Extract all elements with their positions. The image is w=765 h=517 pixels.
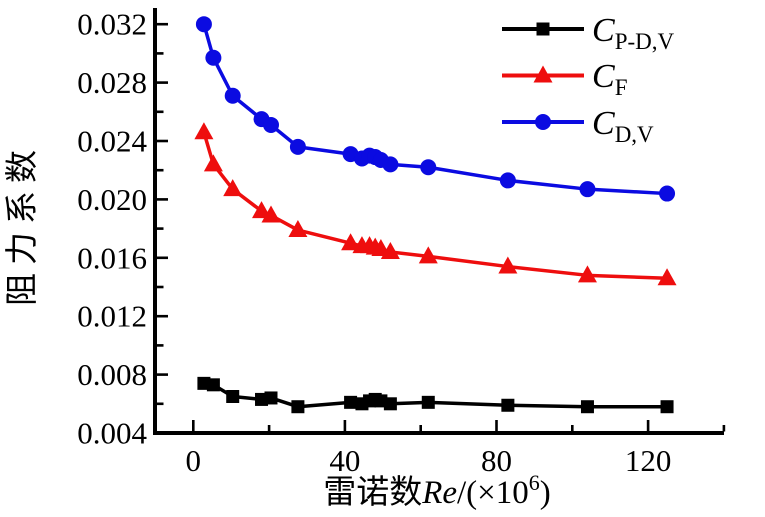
legend-entry-cpdv: CP-D,V bbox=[502, 12, 674, 54]
square-marker bbox=[421, 395, 435, 409]
y-tick-label: 0.020 bbox=[77, 182, 147, 217]
y-tick-label: 0.028 bbox=[77, 65, 147, 100]
square-marker bbox=[536, 22, 550, 36]
circle-marker bbox=[579, 181, 596, 198]
square-marker bbox=[501, 398, 515, 412]
y-tick-label: 0.012 bbox=[77, 299, 147, 334]
circle-marker bbox=[659, 185, 676, 202]
triangle-marker bbox=[657, 268, 677, 286]
axes bbox=[153, 8, 724, 435]
y-tick-label: 0.024 bbox=[77, 124, 147, 159]
legend-entry-cdv: CD,V bbox=[502, 105, 654, 147]
square-marker bbox=[344, 395, 358, 409]
triangle-marker bbox=[533, 65, 553, 83]
triangle-marker bbox=[288, 220, 308, 238]
x-axis-title: 雷诺数Re/(×106) bbox=[323, 470, 551, 511]
y-tick-label: 0.004 bbox=[77, 416, 147, 451]
triangle-marker bbox=[223, 179, 243, 197]
triangle-marker bbox=[261, 205, 281, 223]
triangle-marker bbox=[203, 154, 223, 172]
series-line-F bbox=[202, 131, 668, 280]
circle-marker bbox=[499, 172, 516, 189]
x-tick-label: 40 bbox=[329, 443, 360, 478]
legend-label-cf: CF bbox=[592, 58, 627, 100]
square-marker bbox=[226, 390, 240, 403]
square-marker bbox=[383, 397, 397, 411]
data-series bbox=[194, 16, 677, 414]
axis-tick-labels: 0 40 80 120 0.004 0.008 0.012 0.016 0.020 0.024 0.… bbox=[77, 7, 671, 478]
circle-marker bbox=[535, 114, 551, 130]
square-marker bbox=[660, 400, 674, 414]
y-tick-label: 0.032 bbox=[77, 7, 147, 42]
square-marker bbox=[291, 400, 305, 414]
legend-entry-cf: CF bbox=[502, 58, 627, 100]
triangle-marker bbox=[194, 122, 214, 140]
triangle-marker bbox=[577, 265, 597, 283]
square-marker bbox=[206, 378, 220, 392]
y-tick-label: 0.016 bbox=[77, 240, 147, 275]
circle-marker bbox=[262, 116, 279, 133]
triangle-marker bbox=[341, 233, 361, 251]
axis-ticks bbox=[156, 22, 726, 435]
triangle-marker bbox=[252, 201, 272, 219]
circle-marker bbox=[205, 49, 222, 66]
y-tick-label: 0.008 bbox=[77, 357, 147, 392]
legend-label-cpdv: CP-D,V bbox=[592, 12, 674, 54]
square-marker bbox=[264, 391, 278, 405]
circle-marker bbox=[420, 159, 437, 176]
x-tick-label: 80 bbox=[481, 443, 512, 478]
legend-label-cdv: CD,V bbox=[592, 105, 654, 147]
circle-marker bbox=[382, 156, 399, 173]
circle-marker bbox=[224, 87, 241, 104]
triangle-marker bbox=[498, 256, 518, 274]
circle-marker bbox=[289, 138, 306, 155]
circle-marker bbox=[195, 16, 212, 33]
triangle-marker bbox=[380, 241, 400, 259]
square-marker bbox=[580, 400, 594, 414]
x-tick-label: 120 bbox=[625, 443, 672, 478]
legend: CP-D,V CF CD,V bbox=[502, 12, 674, 147]
y-axis-title: 阻力系数 bbox=[4, 142, 41, 306]
x-tick-label: 0 bbox=[186, 443, 202, 478]
triangle-marker bbox=[418, 246, 438, 264]
